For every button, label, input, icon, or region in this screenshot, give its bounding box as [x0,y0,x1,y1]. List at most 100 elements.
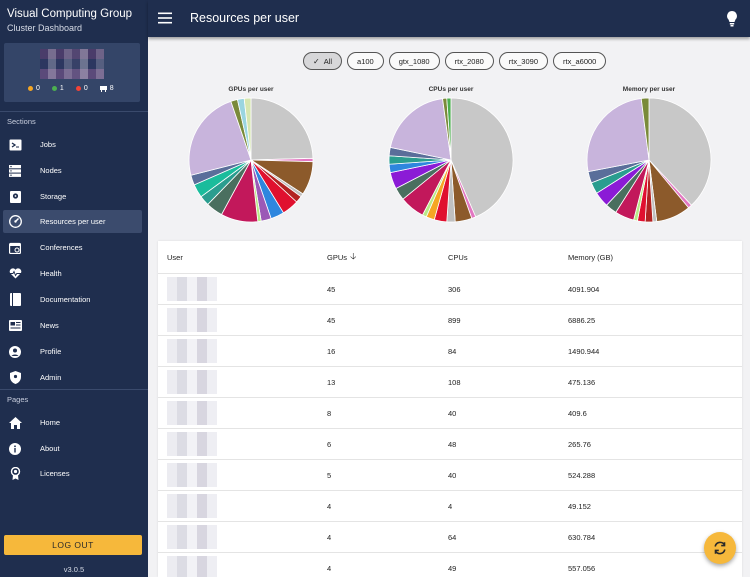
chip-rtx-2080[interactable]: rtx_2080 [444,52,494,70]
user-cell [167,398,217,428]
sidebar-item-label: Conferences [40,243,83,252]
gpu-icon [99,85,107,92]
profile-icon [8,345,22,359]
chart-title: Memory per user [622,86,676,93]
pie-slice[interactable] [640,97,650,161]
sidebar-item-home[interactable]: Home [3,411,142,434]
speedometer-icon [8,215,22,229]
stat-gpus-value: 8 [109,85,114,92]
book-icon [8,293,22,307]
avatar [167,401,217,425]
pie-slice[interactable] [450,97,514,218]
chip-a100[interactable]: a100 [347,52,384,70]
sidebar-item-label: Resources per user [40,217,106,226]
pie-slice[interactable] [648,97,712,206]
sections-label: Sections [7,117,36,126]
pie-svg [388,97,514,223]
gpus-cell: 5 [327,470,332,480]
sidebar-item-admin[interactable]: Admin [3,366,142,389]
sidebar-item-jobs[interactable]: Jobs [3,133,142,156]
gpus-cell: 45 [327,315,336,325]
chip-label: rtx_3090 [508,56,538,66]
avatar [167,277,217,301]
gpus-cell: 6 [327,439,332,449]
chip-rtx-3090[interactable]: rtx_3090 [498,52,548,70]
sidebar-item-about[interactable]: About [3,437,142,460]
table-row: 45 306 4091.904 [158,274,742,305]
header-gpus[interactable]: GPUs 🡣 [327,241,356,273]
pie-slice[interactable] [243,97,252,161]
table-row: 4 4 49.152 [158,491,742,522]
sidebar-item-licenses[interactable]: Licenses [3,462,142,485]
sidebar: Visual Computing Group Cluster Dashboard… [0,0,148,577]
sidebar-item-conferences[interactable]: Conferences [3,236,142,259]
chip-label: a100 [357,56,374,66]
stat-gpus: 8 [99,85,114,92]
cpus-cell: 108 [448,377,461,387]
user-cell [167,460,217,490]
sidebar-item-resources-per-user[interactable]: Resources per user [3,210,142,233]
table-row: 16 84 1490.944 [158,336,742,367]
pie-slice[interactable] [446,97,452,161]
app-header: Resources per user [148,0,750,37]
cpus-cell: 40 [448,408,457,418]
memory-cell: 265.76 [568,439,591,449]
chart-title: GPUs per user [228,86,274,93]
sidebar-item-profile[interactable]: Profile [3,340,142,363]
sidebar-item-storage[interactable]: Storage [3,185,142,208]
user-card: 0 1 0 8 [4,43,140,102]
user-cell [167,522,217,552]
storage-icon [8,190,22,204]
sidebar-item-news[interactable]: News [3,314,142,337]
avatar [167,556,217,577]
failed-dot-icon [75,86,81,91]
gpus-cell: 4 [327,563,332,573]
header-cpus[interactable]: CPUs [448,252,468,262]
table-row: 8 40 409.6 [158,398,742,429]
sidebar-item-label: Profile [40,347,62,356]
jobs-icon [8,138,22,152]
header-memory[interactable]: Memory (GB) [568,252,613,262]
table-row: 4 49 557.056 [158,553,742,577]
avatar [167,308,217,332]
cpus-cell: 84 [448,346,457,356]
pie-slice[interactable] [389,98,452,161]
sidebar-item-label: Licenses [40,469,70,478]
logout-button[interactable]: LOG OUT [4,535,142,555]
table-row: 45 899 6886.25 [158,305,742,336]
sidebar-item-documentation[interactable]: Documentation [3,288,142,311]
memory-cell: 1490.944 [568,346,600,356]
sidebar-item-health[interactable]: Health [3,262,142,285]
avatar [167,432,217,456]
pie-slice[interactable] [188,100,252,176]
sidebar-item-label: News [40,321,59,330]
stat-running-value: 1 [59,85,64,92]
chip-label: rtx_a6000 [562,56,597,66]
lightbulb-icon[interactable] [726,11,738,27]
check-icon: ✓ [313,56,320,66]
header-user[interactable]: User [167,252,183,262]
sidebar-item-nodes[interactable]: Nodes [3,159,142,182]
menu-icon[interactable] [158,12,172,24]
refresh-button[interactable] [704,532,736,564]
memory-cell: 6886.25 [568,315,596,325]
job-stats: 0 1 0 8 [28,85,114,92]
gpus-pie-chart: GPUs per user [186,86,316,224]
running-dot-icon [51,86,57,91]
memory-pie-chart: Memory per user [584,86,714,224]
chip-gtx-1080[interactable]: gtx_1080 [388,52,440,70]
brand: Visual Computing Group Cluster Dashboard [0,0,148,33]
sidebar-item-label: Nodes [40,166,62,175]
pie-slice[interactable] [586,98,650,173]
table-row: 5 40 524.288 [158,460,742,491]
memory-cell: 557.056 [568,563,596,573]
user-cell [167,274,217,304]
chip-rtx-a6000[interactable]: rtx_a6000 [552,52,607,70]
chip-all[interactable]: ✓ All [303,52,343,70]
brand-subtitle: Cluster Dashboard [7,23,83,33]
version: v3.0.5 [63,565,85,574]
pie-slice[interactable] [250,97,314,161]
sidebar-item-label: Documentation [40,295,91,304]
memory-cell: 475.136 [568,377,596,387]
memory-cell: 524.288 [568,470,596,480]
